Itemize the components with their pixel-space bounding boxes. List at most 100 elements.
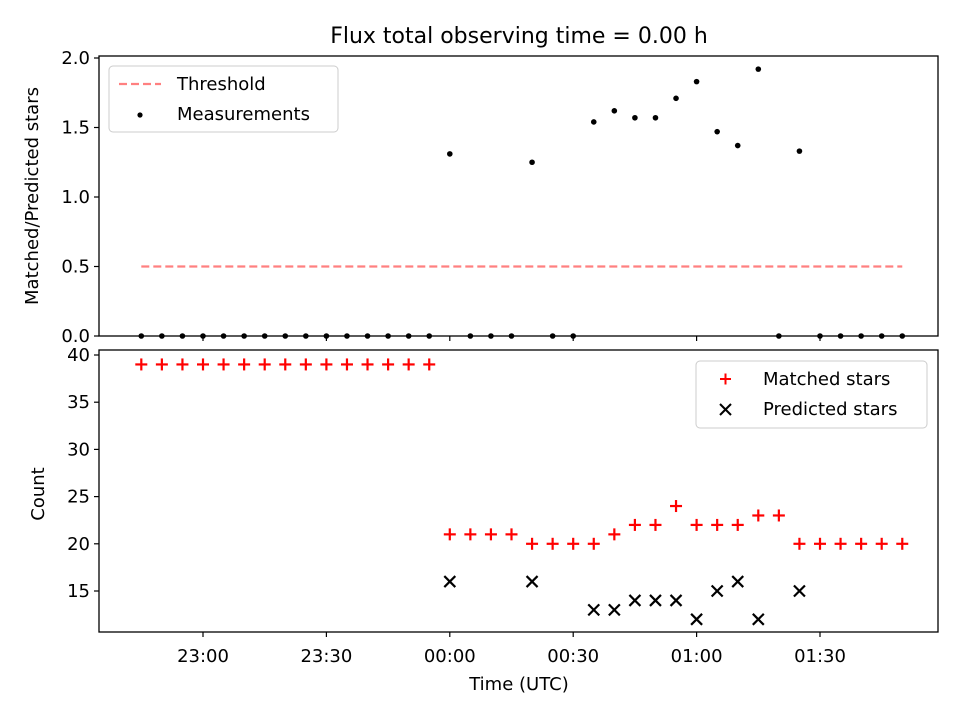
predicted-legend-swatch: [719, 403, 732, 416]
matched-star-point: [197, 358, 209, 371]
matched-star-point: [772, 509, 785, 522]
count-y-tick-label: 40: [67, 345, 90, 366]
matched-star-point: [505, 528, 518, 541]
predicted-star-point: [669, 594, 683, 607]
matched-star-point: [567, 537, 580, 550]
ratio-legend: Threshold Measurements: [108, 65, 339, 133]
count-y-tick-label: 35: [67, 392, 90, 413]
matched-star-point: [155, 358, 168, 371]
predicted-star-point: [793, 584, 806, 598]
matched-star-point: [238, 358, 251, 371]
ratio-y-tick-label: 0.0: [61, 326, 90, 347]
measurement-point: [590, 119, 597, 125]
matched-star-point: [423, 358, 436, 371]
measurement-point: [652, 114, 659, 121]
predicted-star-point: [690, 613, 703, 626]
count-y-tick-label: 30: [67, 439, 90, 460]
measurement-point: [796, 148, 803, 154]
count-y-axis: 15 20 25 30 35 40: [67, 345, 99, 602]
x-tick-label: 23:30: [300, 646, 352, 667]
x-tick-label: 00:30: [547, 646, 599, 667]
matched-star-point: [320, 358, 333, 371]
x-tick-label: 23:00: [177, 646, 229, 667]
predicted-legend-label: Predicted stars: [763, 399, 897, 420]
matched-star-point: [279, 358, 292, 371]
matched-star-point: [752, 509, 765, 522]
count-y-tick-label: 25: [67, 487, 90, 508]
measurement-point: [611, 108, 618, 114]
matched-star-point: [855, 537, 868, 550]
matched-star-point: [546, 537, 559, 550]
ratio-y-axis: 0.0 0.5 1.0 1.5 2.0: [61, 48, 99, 347]
ratio-marks: [138, 66, 906, 339]
measurement-point: [693, 78, 700, 85]
predicted-star-point: [710, 584, 724, 598]
predicted-star-point: [443, 575, 457, 588]
predicted-star-point: [525, 575, 539, 588]
ratio-y-tick-label: 1.0: [61, 187, 90, 208]
x-tick-label: 01:30: [794, 646, 846, 667]
ratio-y-axis-label: Matched/Predicted stars: [22, 87, 43, 305]
matched-star-point: [608, 528, 621, 541]
x-axis-label: Time (UTC): [468, 674, 569, 695]
count-legend: Matched stars Predicted stars: [695, 360, 928, 429]
count-y-tick-label: 20: [67, 534, 90, 555]
predicted-star-point: [587, 603, 601, 617]
predicted-star-point: [608, 603, 621, 617]
matched-star-point: [834, 537, 847, 550]
x-tick-label: 00:00: [424, 646, 476, 667]
measurement-point: [673, 95, 679, 102]
matched-star-point: [731, 518, 744, 531]
predicted-star-point: [628, 594, 642, 607]
ratio-y-tick-label: 1.5: [61, 118, 90, 139]
matched-star-point: [628, 518, 641, 531]
predicted-star-point: [731, 575, 745, 588]
count-y-axis-label: Count: [28, 467, 49, 520]
matched-star-point: [814, 537, 826, 550]
matched-star-point: [484, 528, 497, 541]
count-plot-frame: [98, 349, 939, 633]
matched-star-point: [443, 528, 456, 541]
matched-star-point: [402, 358, 415, 371]
ratio-y-tick-label: 2.0: [61, 48, 90, 69]
matched-star-point: [340, 358, 353, 371]
measurement-point: [714, 128, 720, 135]
matched-star-point: [896, 537, 909, 550]
measurements-legend-label: Measurements: [177, 104, 310, 125]
count-marks: [135, 358, 909, 626]
ratio-y-tick-label: 0.5: [61, 257, 90, 278]
matched-star-point: [258, 358, 271, 371]
x-tick-label: 01:00: [671, 646, 723, 667]
matched-star-point: [670, 500, 683, 513]
matched-star-point: [587, 537, 600, 550]
chart-title: Flux total observing time = 0.00 h: [330, 24, 708, 49]
matched-star-point: [649, 518, 662, 531]
count-panel: 15 20 25 30 35 40 23:00 23:30 00:00 00:30 01:00 01…: [28, 336, 939, 695]
measurement-point: [734, 142, 741, 149]
matched-legend-swatch: [720, 373, 731, 385]
matched-star-point: [875, 537, 888, 550]
x-axis: 23:00 23:30 00:00 00:30 01:00 01:30: [177, 336, 846, 667]
measurement-point: [447, 151, 453, 157]
matched-star-point: [217, 358, 230, 371]
matched-star-point: [793, 537, 806, 550]
measurements-legend-swatch: [137, 112, 143, 118]
ratio-legend-box: [108, 65, 339, 133]
predicted-star-point: [649, 594, 662, 607]
matched-star-point: [711, 518, 724, 531]
ratio-panel: Flux total observing time = 0.00 h 0.00.…: [22, 24, 939, 347]
predicted-star-point: [752, 613, 765, 626]
matched-legend-label: Matched stars: [763, 369, 890, 390]
matched-star-point: [135, 358, 148, 371]
count-legend-box: [695, 360, 928, 429]
matched-star-point: [299, 358, 312, 371]
measurement-point: [755, 66, 762, 72]
matched-star-point: [176, 358, 189, 371]
ratio-plot-frame: [98, 55, 939, 337]
matched-star-point: [382, 358, 395, 371]
matched-star-point: [526, 537, 539, 550]
matched-star-point: [690, 518, 703, 531]
count-y-tick-label: 15: [67, 581, 90, 602]
measurement-point: [632, 114, 638, 121]
